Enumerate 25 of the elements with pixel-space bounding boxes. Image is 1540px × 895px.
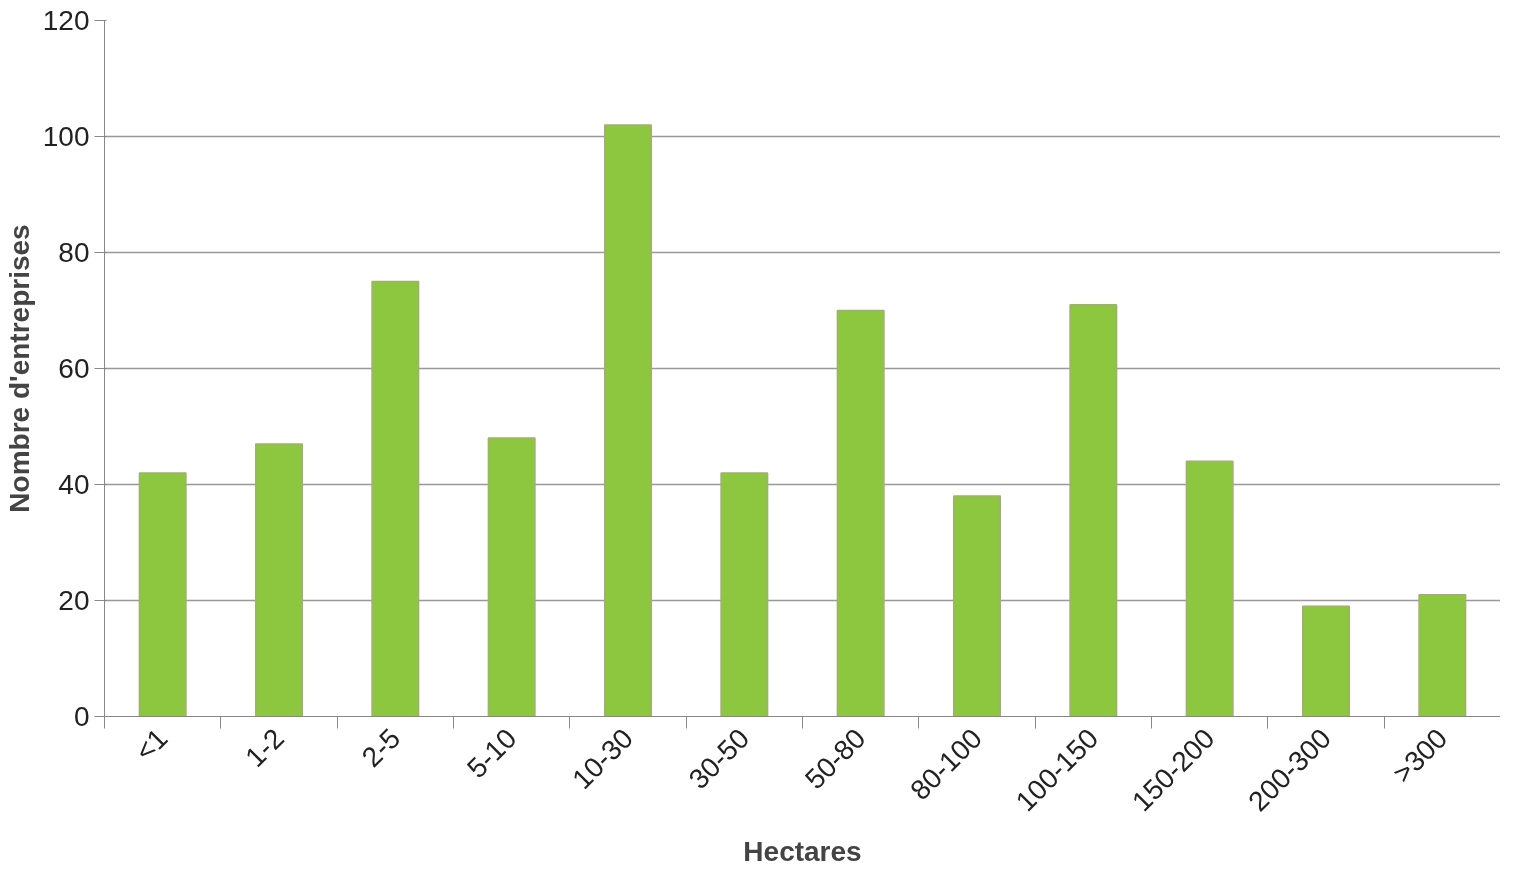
x-tick-label: <1 bbox=[129, 722, 174, 768]
x-tick-label: 5-10 bbox=[461, 722, 523, 785]
bar bbox=[1069, 303, 1118, 717]
bar bbox=[603, 124, 653, 717]
y-tick-label: 80 bbox=[58, 237, 90, 268]
y-tick-label: 120 bbox=[42, 5, 90, 36]
bar bbox=[1418, 593, 1467, 717]
bar bbox=[138, 472, 187, 717]
bar bbox=[254, 443, 304, 717]
bar bbox=[487, 437, 536, 717]
y-tick-label: 100 bbox=[42, 121, 90, 152]
bar bbox=[720, 472, 769, 717]
bar bbox=[1301, 605, 1351, 717]
y-tick-label: 0 bbox=[73, 701, 90, 732]
bar bbox=[836, 309, 885, 717]
x-tick-label: 1-2 bbox=[239, 722, 290, 774]
x-tick-label: 2-5 bbox=[355, 722, 407, 774]
y-tick-label: 60 bbox=[58, 353, 90, 384]
bar bbox=[1185, 460, 1234, 717]
bar bbox=[371, 280, 420, 717]
y-tick-label: 20 bbox=[58, 585, 90, 616]
x-axis-title: Hectares bbox=[743, 836, 862, 868]
y-tick-label: 40 bbox=[58, 469, 90, 500]
bar bbox=[952, 495, 1002, 717]
y-axis-title: Nombre d'entreprises bbox=[3, 224, 35, 513]
